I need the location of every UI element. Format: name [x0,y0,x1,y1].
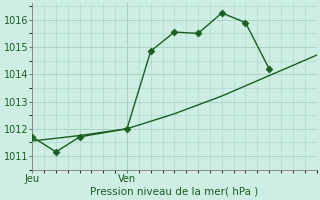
X-axis label: Pression niveau de la mer( hPa ): Pression niveau de la mer( hPa ) [90,187,259,197]
